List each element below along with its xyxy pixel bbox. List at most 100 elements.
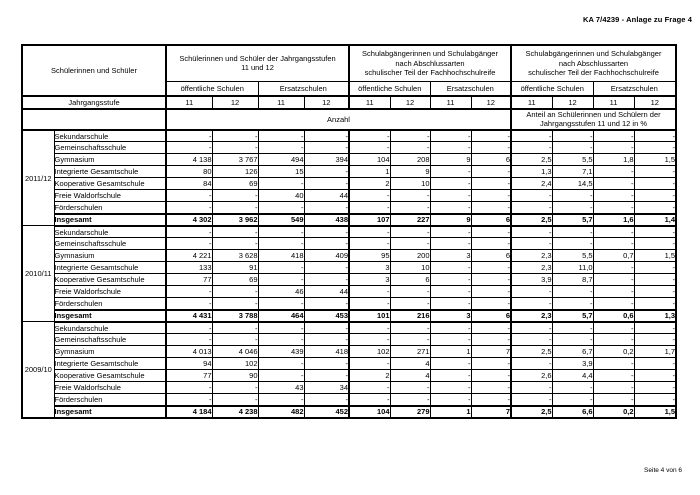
value-cell: - (592, 177, 635, 191)
statistics-table: Schülerinnen und Schüler Schülerinnen un… (21, 44, 677, 419)
value-cell: - (165, 333, 213, 347)
subgroup-substitute-schools: Ersatzschulen (429, 80, 512, 97)
value-cell: - (257, 333, 305, 347)
table-row: 2010/11 Sekundarschule - - - - - - - - - - - - (21, 225, 677, 323)
value-cell: - (257, 369, 305, 383)
value-cell: 2,3 (510, 261, 553, 275)
value-cell: - (429, 201, 472, 215)
value-cell: 69 (211, 273, 259, 287)
value-cell: 2,5 (510, 404, 553, 419)
value-cell: 91 (211, 261, 259, 275)
table-row: Insgesamt 4 184 4 238 482 452 104 279 1 7 2,5 6,6 0… (22, 404, 677, 419)
school-type-cell: Gymnasium (53, 345, 167, 359)
value-cell: - (165, 225, 213, 239)
value-cell: - (348, 141, 391, 155)
school-type-cell: Freie Waldorfschule (53, 189, 167, 203)
value-cell: - (633, 201, 677, 215)
school-type-cell: Freie Waldorfschule (53, 285, 167, 299)
value-cell: - (429, 128, 472, 143)
value-cell: - (257, 273, 305, 287)
value-cell: - (211, 297, 259, 311)
value-cell: - (633, 321, 677, 335)
value-cell: - (510, 201, 553, 215)
value-cell: - (510, 297, 553, 311)
value-cell: 453 (303, 308, 350, 323)
value-cell: - (429, 177, 472, 191)
value-cell: - (429, 237, 472, 251)
value-cell: - (257, 393, 305, 407)
value-cell: - (303, 297, 350, 311)
value-cell: - (348, 333, 391, 347)
value-cell: 95 (348, 249, 391, 263)
value-cell: - (348, 381, 391, 395)
table-row: Gemeinschaftsschule - - - - - - - - - - - - (22, 333, 677, 347)
subgroup-public-schools: öffentliche Schulen (348, 80, 431, 97)
value-cell: 11,0 (551, 261, 594, 275)
value-cell: 40 (257, 189, 305, 203)
value-cell: - (257, 177, 305, 191)
table-row: Freie Waldorfschule - -43 34- - - - - - - - (22, 381, 677, 395)
value-cell: 452 (303, 404, 350, 419)
measure-header-anteil: Anteil an Schülerinnen und Schülern der … (510, 108, 677, 131)
value-cell: 102 (348, 345, 391, 359)
school-year-cell: 2011/12 (21, 128, 55, 227)
value-cell: 438 (303, 212, 350, 227)
value-cell: - (470, 285, 512, 299)
table-row: Gymnasium 4 221 3 628 418 409 95 200 3 6 2,3 5,5 0,… (22, 249, 677, 263)
school-type-cell: Sekundarschule (53, 225, 167, 239)
value-cell: - (389, 381, 431, 395)
value-cell: - (470, 369, 512, 383)
grade-header-11: 11 (592, 95, 635, 110)
value-cell: 418 (257, 249, 305, 263)
value-cell: - (429, 165, 472, 179)
value-cell: 9 (429, 153, 472, 167)
value-cell: - (429, 393, 472, 407)
value-cell: 44 (303, 285, 350, 299)
value-cell: - (592, 237, 635, 251)
value-cell: 90 (211, 369, 259, 383)
value-cell: 5,7 (551, 212, 594, 227)
value-cell: - (389, 201, 431, 215)
value-cell: 0,6 (592, 308, 635, 323)
value-cell: 4 238 (211, 404, 259, 419)
value-cell: - (633, 141, 677, 155)
value-cell: - (470, 393, 512, 407)
value-cell: - (303, 321, 350, 335)
value-cell: - (211, 381, 259, 395)
value-cell: - (211, 201, 259, 215)
value-cell: - (510, 285, 553, 299)
value-cell: 227 (389, 212, 431, 227)
value-cell: 4,4 (551, 369, 594, 383)
value-cell: 94 (165, 357, 213, 371)
value-cell: 4 (389, 369, 431, 383)
value-cell: - (429, 189, 472, 203)
value-cell: - (165, 237, 213, 251)
value-cell: 4 302 (165, 212, 213, 227)
value-cell: - (592, 321, 635, 335)
value-cell: - (633, 189, 677, 203)
value-cell: - (257, 128, 305, 143)
value-cell: - (165, 141, 213, 155)
value-cell: 2,5 (510, 153, 553, 167)
grade-header-11: 11 (257, 95, 305, 110)
value-cell: 10 (389, 261, 431, 275)
value-cell: - (592, 128, 635, 143)
school-type-cell: Gymnasium (53, 249, 167, 263)
value-cell: 1,7 (633, 345, 677, 359)
school-type-cell: Gemeinschaftsschule (53, 333, 167, 347)
value-cell: 482 (257, 404, 305, 419)
value-cell: - (429, 369, 472, 383)
value-cell: 549 (257, 212, 305, 227)
school-type-cell: Förderschulen (53, 201, 167, 215)
value-cell: - (470, 333, 512, 347)
value-cell: 1 (429, 404, 472, 419)
value-cell: 34 (303, 381, 350, 395)
school-year-cell: 2009/10 (21, 321, 55, 419)
value-cell: - (633, 381, 677, 395)
school-type-cell: Insgesamt (53, 212, 167, 227)
value-cell: - (510, 189, 553, 203)
table-row: Integrierte Gesamtschule 133 91- -3 10- -2,3 1… (22, 261, 677, 275)
value-cell: 6 (470, 249, 512, 263)
table-row: Insgesamt 4 302 3 962 549 438 107 227 9 6 2,5 5,7 1… (22, 212, 677, 227)
value-cell: - (633, 128, 677, 143)
